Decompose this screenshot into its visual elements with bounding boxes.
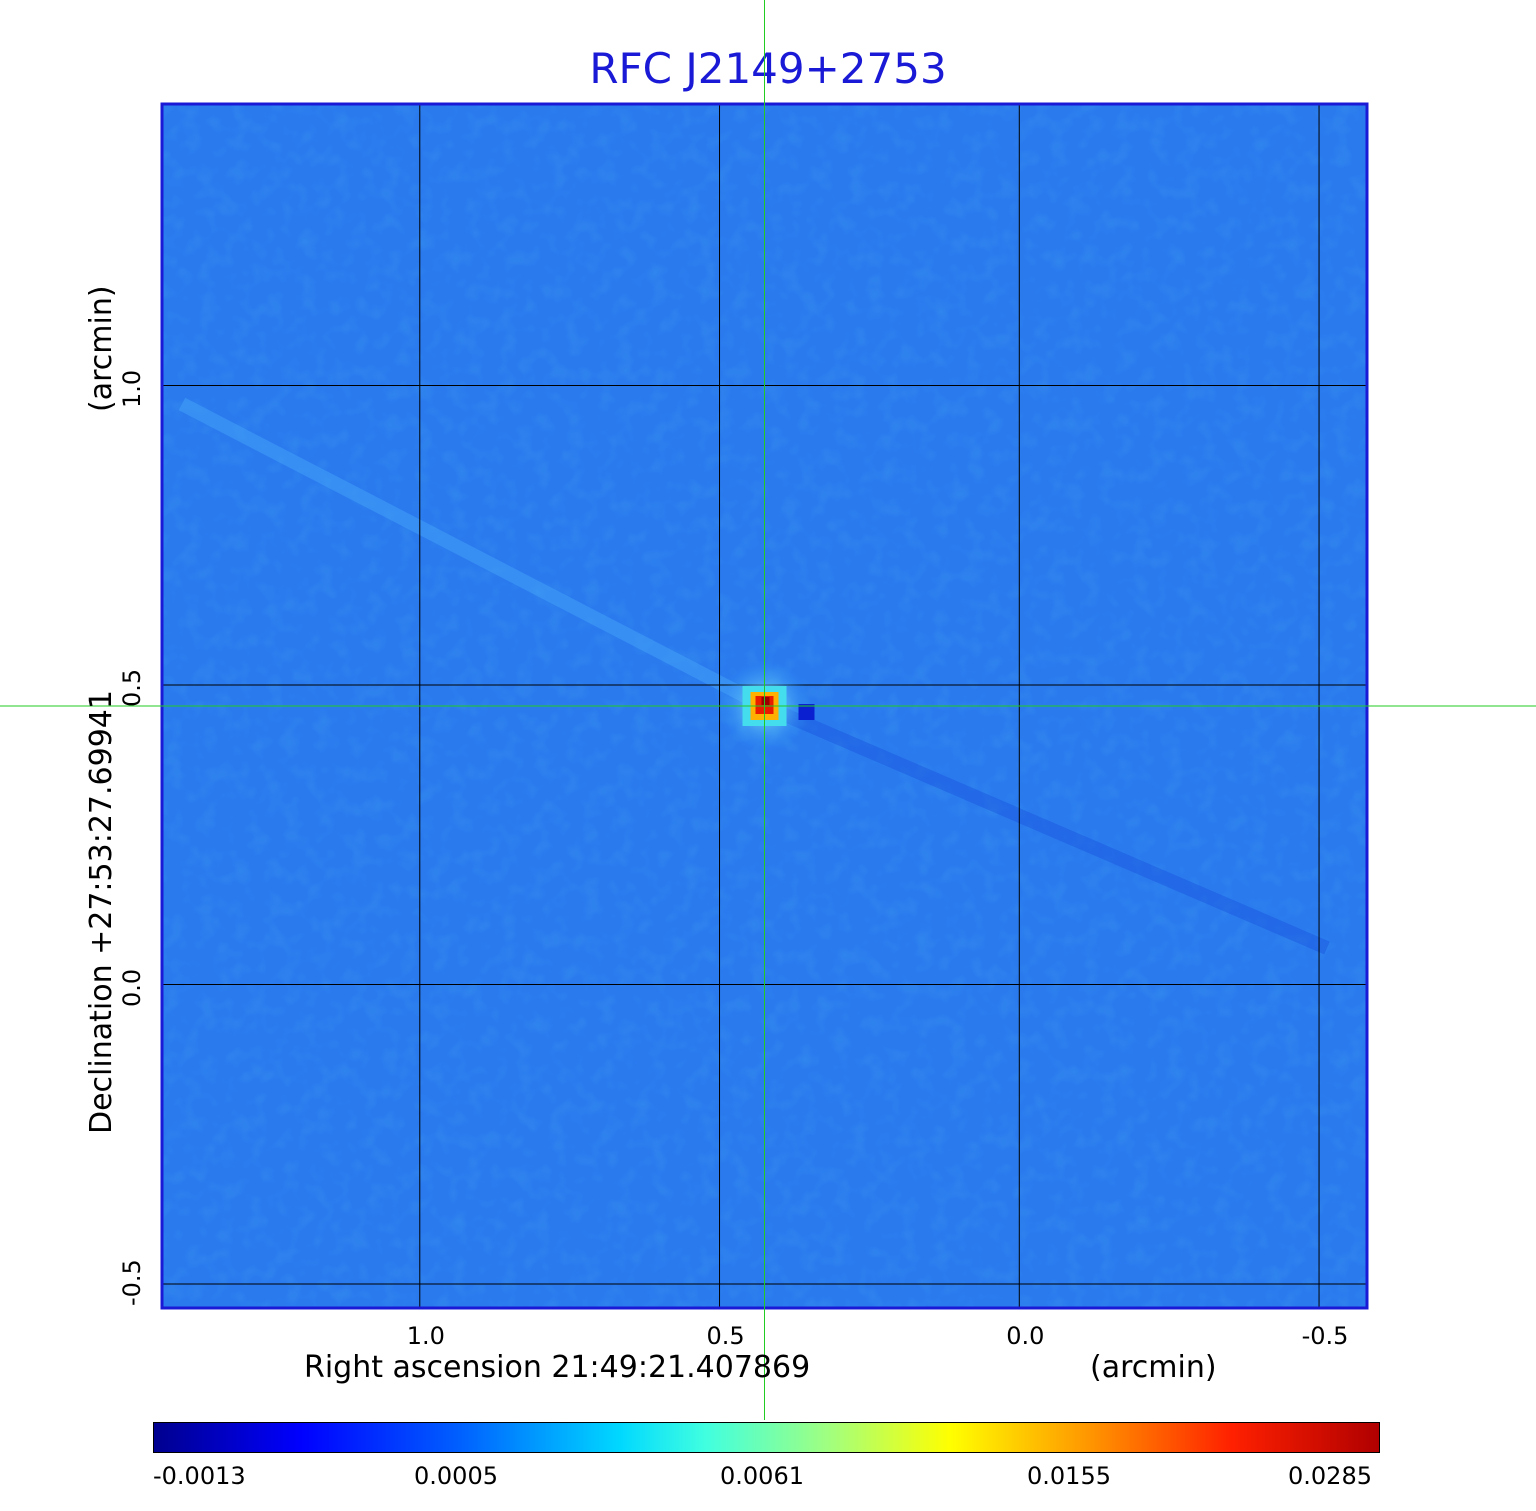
colorbar-label: -0.0013: [153, 1462, 246, 1490]
colorbar-label: 0.0005: [414, 1462, 498, 1490]
chart-title: RFC J2149+2753: [589, 44, 947, 93]
x-tick-label: 1.0: [406, 1322, 445, 1350]
colorbar-label: 0.0155: [1027, 1462, 1111, 1490]
x-tick-label: 0.5: [706, 1322, 745, 1350]
negative-lobe: [798, 704, 815, 720]
crosshair: [0, 0, 1536, 1420]
colorbar-label: 0.0285: [1288, 1462, 1372, 1490]
y-tick-label: 0.5: [118, 668, 146, 708]
y-axis-label: Declination +27:53:27.69941: [84, 690, 119, 1134]
x-axis-label: Right ascension 21:49:21.407869: [304, 1350, 811, 1385]
y-tick-label: -0.5: [118, 1259, 146, 1307]
heatmap-plot: [0, 0, 1536, 1420]
streak-lower-right: [761, 699, 1330, 955]
y-tick-label: 0.0: [118, 968, 146, 1007]
colorbar-label: 0.0061: [720, 1462, 804, 1490]
colorbar: [153, 1422, 1380, 1453]
y-axis-unit: (arcmin): [84, 285, 119, 412]
streak-upper-left: [178, 397, 768, 713]
x-axis-unit: (arcmin): [1090, 1350, 1217, 1385]
source-peak-pixel: [761, 697, 770, 705]
x-tick-label: 0.0: [1006, 1322, 1045, 1350]
y-tick-label: 1.0: [118, 369, 146, 408]
x-tick-label: -0.5: [1301, 1322, 1349, 1350]
